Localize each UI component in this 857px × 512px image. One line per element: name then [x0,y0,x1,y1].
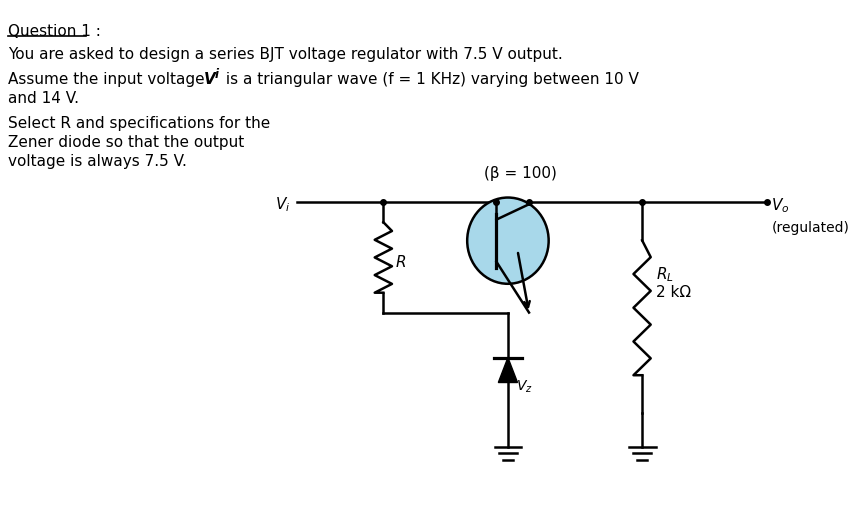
Text: is a triangular wave (f = 1 KHz) varying between 10 V: is a triangular wave (f = 1 KHz) varying… [221,72,639,87]
Text: (regulated): (regulated) [771,222,849,236]
Text: (β = 100): (β = 100) [484,166,557,181]
Text: Select R and specifications for the: Select R and specifications for the [8,116,270,131]
Text: V: V [204,72,216,87]
Text: Zener diode so that the output: Zener diode so that the output [8,135,244,150]
Text: $V_i$: $V_i$ [275,195,291,214]
Text: Assume the input voltage: Assume the input voltage [8,72,209,87]
Text: voltage is always 7.5 V.: voltage is always 7.5 V. [8,155,187,169]
Polygon shape [498,357,518,382]
Text: $V_z$: $V_z$ [516,379,532,395]
Text: You are asked to design a series BJT voltage regulator with 7.5 V output.: You are asked to design a series BJT vol… [8,47,562,62]
Text: and 14 V.: and 14 V. [8,91,79,106]
Text: Question 1 :: Question 1 : [8,24,100,39]
Text: 2 kΩ: 2 kΩ [656,285,691,300]
Ellipse shape [467,198,548,284]
Text: $V_o$: $V_o$ [771,196,790,215]
Text: i: i [214,68,219,81]
Text: $R_L$: $R_L$ [656,265,674,284]
Text: R: R [396,255,406,270]
